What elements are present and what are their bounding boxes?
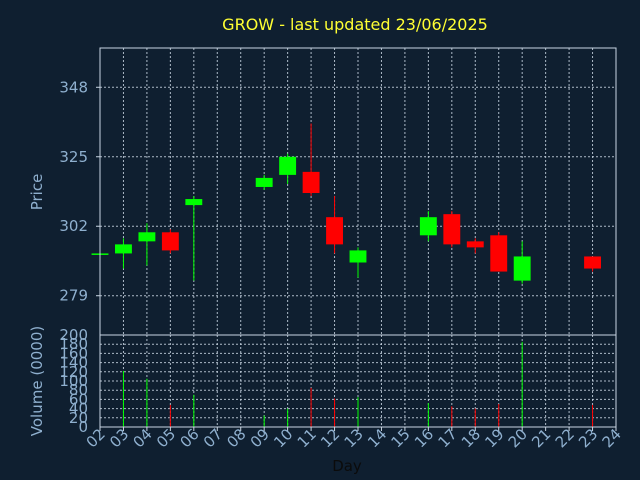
chart-title: GROW - last updated 23/06/2025 [222, 15, 488, 34]
price-tick-label: 279 [59, 287, 88, 305]
day-tick-label: 16 [411, 425, 437, 451]
volume-panel: 0204060801001201401601802000203040506070… [59, 326, 624, 451]
day-tick-label: 14 [364, 425, 390, 451]
candle-body [115, 244, 132, 254]
candle-body [161, 232, 179, 251]
day-tick-label: 22 [552, 425, 578, 451]
day-tick-label: 21 [528, 425, 554, 451]
price-tick-label: 302 [59, 217, 88, 235]
candle-body [302, 171, 320, 194]
candle-body [466, 241, 484, 248]
volume-tick-label: 80 [69, 381, 88, 399]
day-tick-label: 11 [294, 425, 320, 451]
candle-body [443, 214, 461, 245]
day-tick-label: 06 [176, 425, 202, 451]
day-tick-label: 19 [481, 425, 507, 451]
candle-body [255, 177, 273, 187]
day-tick-label: 09 [247, 425, 273, 451]
day-tick-label: 23 [575, 425, 601, 451]
volume-tick-label: 120 [59, 363, 88, 381]
candle-body [513, 256, 531, 281]
day-tick-label: 17 [434, 425, 460, 451]
candle-body [185, 199, 203, 206]
day-tick-label: 12 [317, 425, 343, 451]
day-tick-label: 04 [130, 425, 156, 451]
volume-tick-label: 100 [59, 372, 88, 390]
price-plot-frame [99, 47, 617, 336]
volume-tick-label: 160 [59, 344, 88, 362]
day-tick-label: 10 [270, 425, 296, 451]
price-panel: 279 302 325 348 [59, 47, 617, 336]
volume-tick-label: 140 [59, 354, 88, 372]
day-tick-label: 03 [106, 425, 132, 451]
candle-body [279, 156, 297, 175]
day-tick-label: 24 [599, 425, 625, 451]
candle-body [584, 256, 601, 269]
volume-tick-label: 40 [69, 400, 88, 418]
candle-body [349, 250, 367, 263]
volume-tick-label: 180 [59, 335, 88, 353]
price-tick-label: 325 [59, 148, 88, 166]
candle-body [419, 217, 437, 236]
day-tick-label: 05 [153, 425, 179, 451]
candle-body [326, 217, 343, 245]
volume-axis-label: Volume (0000) [28, 326, 46, 436]
volume-tick-label: 20 [69, 409, 88, 427]
day-tick-label: 07 [200, 425, 226, 451]
volume-tick-label: 200 [59, 326, 88, 344]
day-tick-label: 15 [388, 425, 414, 451]
day-tick-label: 13 [341, 425, 367, 451]
day-tick-label: 20 [505, 425, 531, 451]
volume-tick-label: 60 [69, 390, 88, 408]
volume-tick-label: 0 [78, 418, 88, 436]
candle-body [490, 235, 508, 272]
x-axis-label: Day [332, 457, 362, 475]
candle-body [138, 232, 156, 242]
price-tick-label: 348 [59, 78, 88, 96]
day-tick-label: 18 [458, 425, 484, 451]
day-tick-label: 08 [223, 425, 249, 451]
price-axis-label: Price [28, 174, 46, 211]
